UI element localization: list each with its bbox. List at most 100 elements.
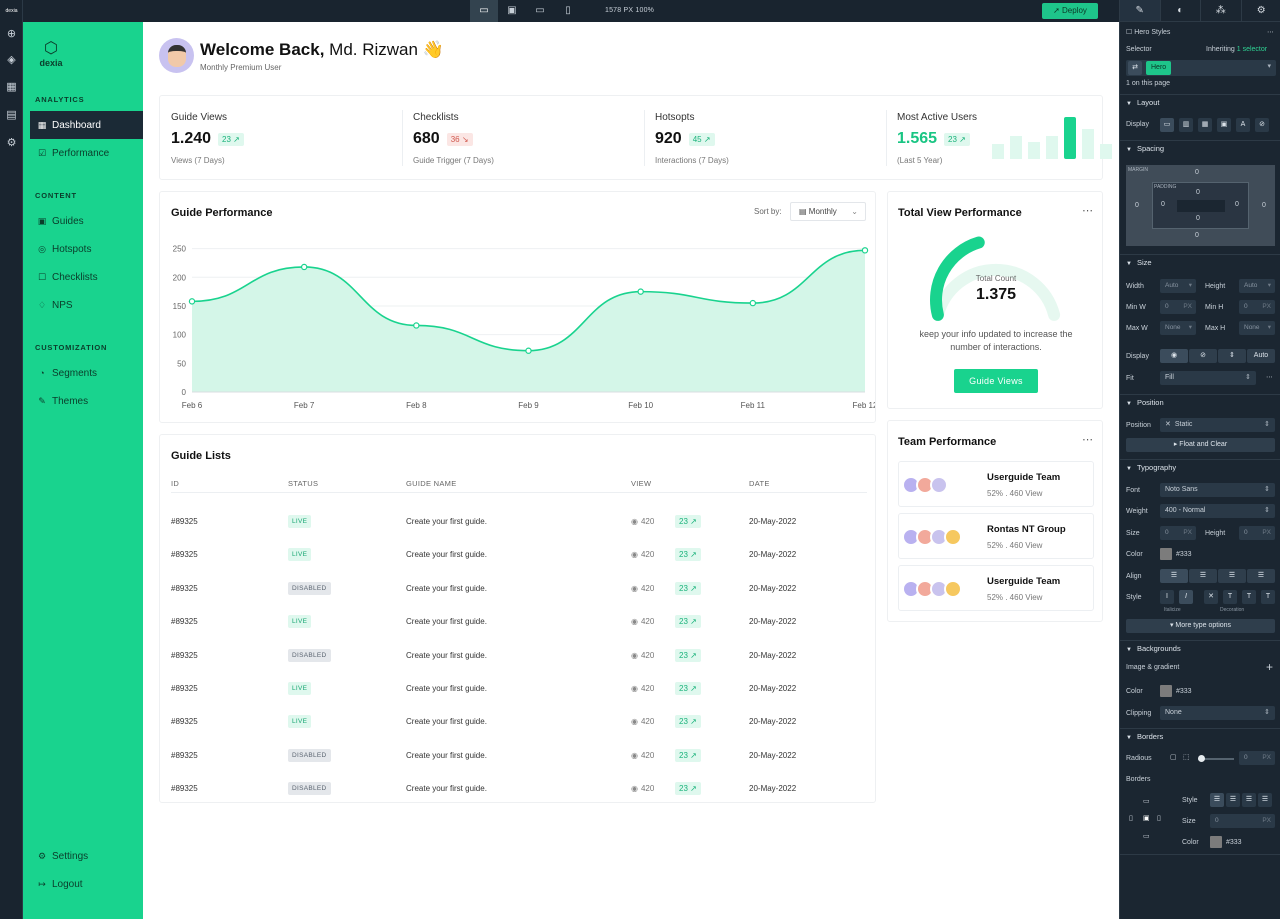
sidebar-item-themes[interactable]: ✎ Themes [30,387,143,415]
layout-section-header[interactable]: ▼ Layout [1120,94,1280,110]
align-right-icon[interactable]: ☰ [1218,569,1246,583]
sidebar-item-nps[interactable]: ♢ NPS [37,299,73,311]
sort-select[interactable]: ▤ Monthly ⌄ [790,202,866,221]
position-section-header[interactable]: ▼ Position [1120,394,1280,410]
padding-bottom[interactable]: 0 [1196,215,1200,222]
assets-icon[interactable]: ▤ [6,109,17,121]
font-size-input[interactable]: 0 PX [1160,526,1196,540]
padding-right[interactable]: 0 [1235,201,1239,208]
settings-gear-icon[interactable]: ⚙ [6,137,17,149]
align-left-icon[interactable]: ☰ [1160,569,1188,583]
color-swatch[interactable] [1160,685,1172,697]
more-options-icon[interactable]: ⋯ [1082,434,1094,446]
max-width-input[interactable]: None ▾ [1160,321,1196,335]
underline-icon[interactable]: T [1242,590,1256,604]
border-dotted-icon[interactable]: ☰ [1242,793,1256,807]
min-width-input[interactable]: 0 PX [1160,300,1196,314]
border-top-icon[interactable]: ▭ [1143,798,1150,805]
selector-input[interactable]: ⇄ Hero ▾ [1126,60,1276,76]
data-point[interactable] [861,247,869,254]
color-swatch[interactable] [1160,548,1172,560]
max-height-input[interactable]: None ▾ [1239,321,1275,335]
table-row[interactable]: #89325 LIVE Create your first guide. ◉ 420 23… [171,505,867,538]
radius-each-icon[interactable]: ⬚ [1183,754,1190,761]
size-section-header[interactable]: ▼ Size [1120,254,1280,270]
team-item[interactable]: Userguide Team 52% . 460 View [898,461,1094,507]
hero-styles-toggle[interactable]: ☐ Hero Styles [1126,29,1171,36]
typography-section-header[interactable]: ▼ Typography [1120,459,1280,475]
inline-icon[interactable]: A [1236,118,1250,132]
table-row[interactable]: #89325 LIVE Create your first guide. ◉ 420 23… [171,705,867,738]
more-type-options-button[interactable]: ▾ More type options [1126,619,1275,633]
mobile-icon[interactable]: ▯ [565,5,571,16]
borders-section-header[interactable]: ▼ Borders [1120,728,1280,744]
font-select[interactable]: Noto Sans ⇕ [1160,483,1275,497]
guide-name[interactable]: Create your first guide. [406,650,487,660]
guide-name[interactable]: Create your first guide. [406,717,487,727]
add-icon[interactable]: + [1266,660,1274,674]
border-all-icon[interactable]: ▣ [1143,815,1150,822]
desktop-wide-icon[interactable]: ▭ [470,0,498,22]
grid-icon[interactable]: ▦ [1198,118,1212,132]
visible-icon[interactable]: ◉ [1160,349,1188,363]
text-color-input[interactable]: #333 [1160,548,1192,560]
team-item[interactable]: Rontas NT Group 52% . 460 View [898,513,1094,559]
line-height-input[interactable]: 0 PX [1239,526,1275,540]
tablet-icon[interactable]: ▭ [535,5,545,16]
sidebar-item-segments[interactable]: ◔ Segments [30,359,143,387]
backgrounds-section-header[interactable]: ▼ Backgrounds [1120,640,1280,656]
team-item[interactable]: Userguide Team 52% . 460 View [898,565,1094,611]
sidebar-item-dashboard[interactable]: ▦ Dashboard [30,111,143,139]
flex-icon[interactable]: ▥ [1179,118,1193,132]
guide-name[interactable]: Create your first guide. [406,684,487,693]
align-justify-icon[interactable]: ☰ [1247,569,1275,583]
guide-name[interactable]: Create your first guide. [406,583,487,593]
data-point[interactable] [525,347,532,354]
more-icon[interactable]: ⋯ [1267,29,1274,36]
table-row[interactable]: #89325 DISABLED Create your first guide. ◉ 4… [171,639,867,672]
guide-views-button[interactable]: Guide Views [954,369,1038,393]
guide-name[interactable]: Create your first guide. [406,517,487,526]
italic-icon[interactable]: I [1179,590,1193,604]
margin-right[interactable]: 0 [1262,202,1266,209]
position-select[interactable]: ✕ Static ⇕ [1160,418,1275,432]
border-left-icon[interactable]: ▯ [1129,815,1133,822]
table-row[interactable]: #89325 LIVE Create your first guide. ◉ 420 23… [171,605,867,638]
radius-all-icon[interactable]: ▢ [1170,754,1177,761]
hidden-icon[interactable]: ⊘ [1255,118,1269,132]
height-input[interactable]: Auto ▾ [1239,279,1275,293]
radius-input[interactable]: 0 PX [1239,751,1275,765]
margin-left[interactable]: 0 [1135,202,1139,209]
guide-name[interactable]: Create your first guide. [406,617,487,627]
brush-icon[interactable]: ✎ [1120,0,1161,21]
sidebar-item-logout[interactable]: ↦ Logout [30,870,143,898]
hero-chip[interactable]: Hero [1146,61,1172,75]
sidebar-item-settings[interactable]: ⚙ Settings [37,850,89,862]
fit-select[interactable]: Fill ⇕ [1160,371,1256,385]
table-row[interactable]: #89325 DISABLED Create your first guide. ◉ 4… [171,739,867,772]
margin-bottom[interactable]: 0 [1195,232,1199,239]
spacing-section-header[interactable]: ▼ Spacing [1120,140,1280,156]
margin-top[interactable]: 0 [1195,169,1199,176]
color-swatch[interactable] [1210,836,1222,848]
desktop-icon[interactable]: ▣ [507,5,517,16]
interactions-icon[interactable]: ⁂ [1201,0,1242,21]
border-size-input[interactable]: 0 PX [1210,814,1275,828]
border-dashed-icon[interactable]: ☰ [1226,793,1240,807]
hidden-icon[interactable]: ⊘ [1189,349,1217,363]
more-options-icon[interactable]: ⋯ [1082,205,1094,217]
brand-logo[interactable]: ⬡ dexia [36,40,66,70]
avatar[interactable] [159,38,194,73]
guide-name[interactable]: Create your first guide. [406,784,487,794]
table-row[interactable]: #89325 DISABLED Create your first guide. ◉ 4… [171,772,867,805]
data-point[interactable] [188,298,196,305]
padding-left[interactable]: 0 [1161,201,1165,208]
data-point[interactable] [413,322,420,329]
align-center-icon[interactable]: ☰ [1189,569,1217,583]
sidebar-item-checklists[interactable]: ☐ Checklists [37,271,98,283]
deploy-button[interactable]: ➚ Deploy [1042,3,1098,19]
border-right-icon[interactable]: ▯ [1157,815,1161,822]
more-icon[interactable]: ⋯ [1266,374,1273,381]
data-point[interactable] [637,288,644,295]
clipping-select[interactable]: None ⇕ [1160,706,1275,720]
